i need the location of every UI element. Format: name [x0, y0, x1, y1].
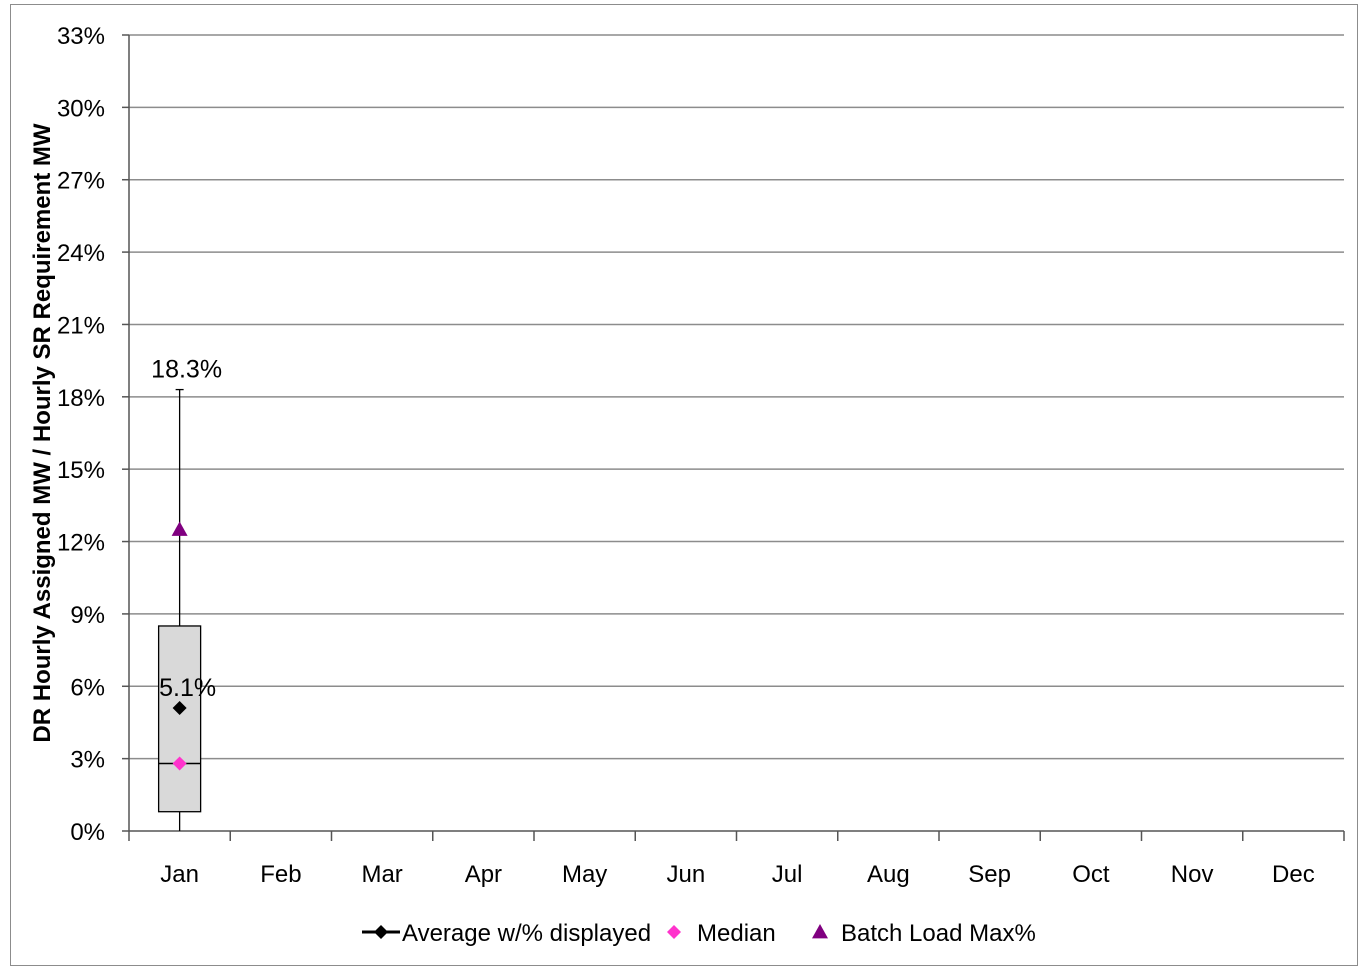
- legend-marker: [374, 925, 388, 939]
- y-tick-label: 15%: [57, 457, 105, 484]
- series-point: [172, 756, 187, 771]
- legend-label: Batch Load Max%: [841, 920, 1036, 947]
- y-tick-label: 6%: [70, 674, 105, 701]
- y-tick-label: 0%: [70, 819, 105, 846]
- y-tick-label: 12%: [57, 530, 105, 557]
- x-tick-label: Oct: [1072, 861, 1110, 888]
- y-tick-label: 3%: [70, 747, 105, 774]
- x-tick-label: May: [562, 861, 607, 888]
- boxes: 18.3%: [151, 356, 222, 831]
- legend-marker: [812, 924, 828, 939]
- y-tick-label: 18%: [57, 385, 105, 412]
- y-tick-label: 27%: [57, 168, 105, 195]
- legend-marker: [667, 925, 681, 939]
- x-tick-label: Aug: [867, 861, 910, 888]
- y-axis-label: DR Hourly Assigned MW / Hourly SR Requir…: [29, 123, 56, 742]
- x-tick-labels: Jan Feb Mar Apr May Jun Jul Aug Sep Oct Nov Dec: [160, 861, 1314, 888]
- y-tick-label: 24%: [57, 240, 105, 267]
- data-label: 5.1%: [159, 674, 216, 702]
- series-point: [171, 521, 188, 536]
- gridlines: [129, 34, 1344, 760]
- x-tick-label: Apr: [465, 861, 502, 888]
- y-tick-label: 33%: [57, 23, 105, 50]
- max-data-label: 18.3%: [151, 356, 222, 384]
- x-tick-label: Mar: [361, 861, 402, 888]
- legend-label: Average w/% displayed: [402, 920, 651, 947]
- series-markers: 5.1%: [159, 521, 216, 771]
- series-point: [172, 700, 187, 715]
- x-tick-label: Sep: [968, 861, 1011, 888]
- axes: [122, 34, 1345, 841]
- x-tick-label: Jan: [160, 861, 199, 888]
- x-tick-label: Dec: [1272, 861, 1315, 888]
- y-tick-label: 30%: [57, 95, 105, 122]
- legend-label: Median: [697, 920, 776, 947]
- y-tick-label: 21%: [57, 312, 105, 339]
- x-tick-label: Jul: [772, 861, 803, 888]
- legend: Average w/% displayed Median Batch Load Ma…: [362, 920, 1036, 947]
- y-tick-labels: 0% 3% 6% 9% 12% 15% 18% 21% 24% 27% 30% 33%: [57, 23, 105, 846]
- chart-frame: [10, 4, 1358, 966]
- x-tick-label: Jun: [667, 861, 706, 888]
- x-tick-label: Feb: [260, 861, 301, 888]
- box-iqr: [157, 625, 202, 813]
- y-tick-label: 9%: [70, 602, 105, 629]
- x-tick-label: Nov: [1171, 861, 1214, 888]
